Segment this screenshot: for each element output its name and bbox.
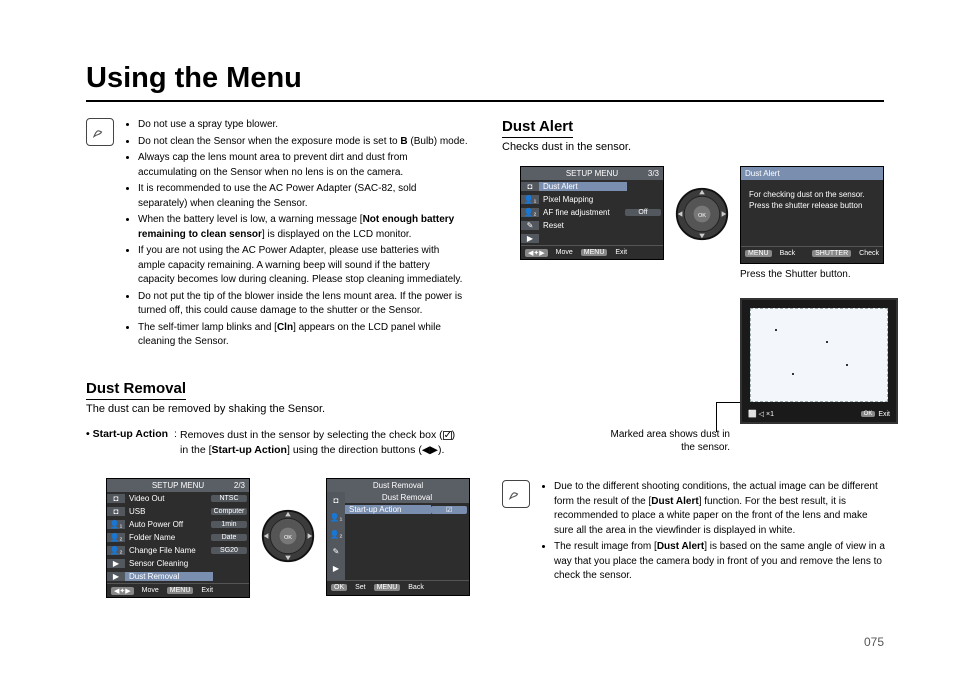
press-shutter-caption: Press the Shutter button. (740, 268, 851, 281)
note1-list: Do not use a spray type blower.Do not cl… (124, 118, 468, 352)
dust-removal-heading: Dust Removal (86, 380, 186, 400)
lcd-setup-2-3: SETUP MENU2/3 ◘Video OutNTSC◘USBComputer… (106, 478, 250, 598)
leader-line (716, 402, 717, 432)
dust-alert-heading: Dust Alert (502, 118, 573, 138)
lcd-dust-removal: Dust Removal ◘👤₁👤₂✎▶ Dust Removal Start-… (326, 478, 470, 596)
ok-button-icon: OK (331, 584, 347, 591)
menu-button-icon: MENU (581, 249, 608, 256)
nav-icon: ◀✦▶ (525, 249, 548, 257)
menu-button-icon: MENU (167, 587, 194, 594)
startup-action-label: • Start-up Action (86, 428, 174, 458)
dust-alert-intro: Checks dust in the sensor. (502, 141, 631, 153)
page-number: 075 (864, 635, 884, 649)
lcd-dust-preview: ⬜ ◁ ×1 OK Exit (740, 298, 898, 424)
menu-button-icon: MENU (374, 584, 401, 591)
marked-area-caption: Marked area shows dust in the sensor. (600, 428, 730, 454)
ok-button-icon: OK (861, 411, 876, 417)
title-rule (86, 100, 884, 102)
shutter-button-icon: SHUTTER (812, 250, 851, 257)
zoom-icon: ⬜ ◁ ×1 (748, 410, 774, 418)
note-icon (86, 118, 114, 146)
note-icon (502, 480, 530, 508)
leader-line (716, 402, 740, 403)
lcd-setup-3-3: SETUP MENU3/3 ◘Dust Alert👤₁Pixel Mapping… (520, 166, 664, 260)
dust-removal-intro: The dust can be removed by shaking the S… (86, 403, 325, 415)
svg-text:OK: OK (698, 213, 706, 219)
control-dial-icon: OK (260, 508, 316, 564)
lcd-dust-alert: Dust Alert For checking dust on the sens… (740, 166, 884, 264)
checkbox-icon (443, 431, 452, 440)
menu-button-icon: MENU (745, 250, 772, 257)
svg-text:OK: OK (284, 535, 292, 541)
nav-icon: ◀✦▶ (111, 587, 134, 595)
note2-list: Due to the different shooting conditions… (540, 480, 886, 586)
page-title: Using the Menu (86, 62, 302, 95)
control-dial-icon: OK (674, 186, 730, 242)
startup-action-desc: Removes dust in the sensor by selecting … (180, 428, 466, 458)
